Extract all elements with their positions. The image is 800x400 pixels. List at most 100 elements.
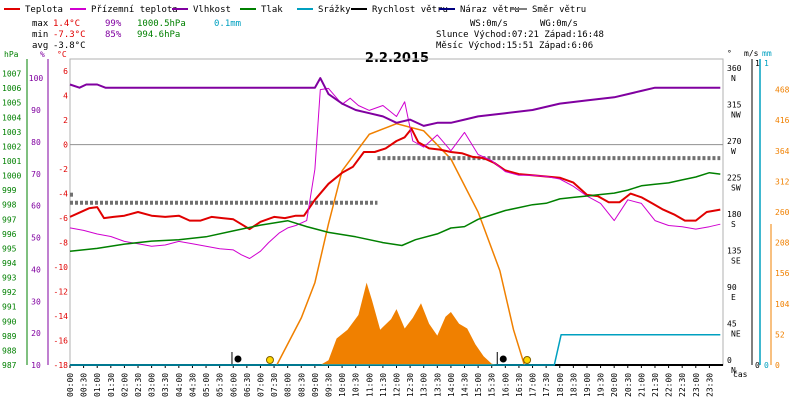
x-tick-label: 16:30: [515, 373, 524, 397]
direction-compass-label: NW: [731, 111, 741, 120]
x-tick-label: 10:30: [352, 373, 361, 397]
solar-tick-label: 416: [775, 116, 790, 125]
direction-compass-label: NE: [731, 330, 741, 339]
temperature-tick-label: -10: [54, 263, 69, 272]
max-label: max: [32, 19, 49, 29]
direction-tick-label: 0: [727, 356, 732, 365]
humidity-tick-label: 50: [31, 234, 41, 243]
x-tick-label: 03:00: [148, 373, 157, 397]
pressure-tick-label: 1004: [2, 113, 21, 122]
wind-speed-readout: WS:0m/s: [470, 19, 508, 29]
series-line: [70, 334, 721, 366]
x-tick-label: 17:00: [529, 373, 538, 397]
pressure-tick-label: 1003: [2, 128, 21, 137]
series-line: [69, 77, 721, 127]
x-tick-label: 19:00: [583, 373, 592, 397]
sun-times: Slunce Východ:07:21 Západ:16:48: [436, 30, 604, 40]
x-tick-label: 08:30: [297, 373, 306, 397]
x-tick-label: 05:00: [202, 373, 211, 397]
direction-compass-label: E: [731, 293, 736, 302]
x-tick-label: 20:00: [610, 373, 619, 397]
legend-label: Tlak: [261, 5, 283, 15]
humidity-tick-label: 30: [31, 297, 41, 306]
x-tick-label: 06:30: [243, 373, 252, 397]
avg-label: avg: [32, 41, 48, 51]
wind-axis-label: m/s: [744, 49, 759, 58]
temperature-tick-label: -12: [54, 288, 69, 297]
x-tick-label: 08:00: [284, 373, 293, 397]
min-label: min: [32, 30, 48, 40]
solar-measured-area: [320, 282, 500, 365]
solar-tick-label: 156: [775, 269, 790, 278]
temperature-tick-label: 6: [63, 67, 68, 76]
direction-tick-label: 225: [727, 174, 742, 183]
x-tick-label: 04:30: [188, 373, 197, 397]
x-tick-label: 00:00: [66, 373, 75, 397]
rain-axis-label: mm: [762, 49, 772, 58]
humidity-axis-label: %: [40, 50, 45, 59]
legend-label: Vlhkost: [193, 5, 231, 15]
pressure-tick-label: 998: [2, 201, 17, 210]
min-humidity: 85%: [105, 30, 122, 40]
x-tick-label: 06:00: [229, 373, 238, 397]
x-tick-label: 12:30: [406, 373, 415, 397]
pressure-tick-label: 1002: [2, 142, 21, 151]
x-axis-label: čas: [733, 369, 748, 379]
direction-compass-label: N: [731, 74, 736, 83]
x-tick-label: 18:00: [556, 373, 565, 397]
pressure-tick-label: 1001: [2, 157, 21, 166]
x-tick-label: 01:30: [107, 373, 116, 397]
temperature-tick-label: -4: [58, 190, 68, 199]
x-tick-label: 19:30: [597, 373, 606, 397]
moon-marker: [234, 355, 242, 363]
pressure-tick-label: 991: [2, 303, 17, 312]
pressure-tick-label: 1006: [2, 84, 21, 93]
legend-label: Přízemní teplota: [91, 5, 178, 15]
x-tick-label: 18:30: [569, 373, 578, 397]
direction-tick-label: 180: [727, 210, 742, 219]
min-temp: -7.3°C: [53, 30, 86, 40]
x-tick-label: 01:00: [93, 373, 102, 397]
x-tick-label: 09:30: [324, 373, 333, 397]
legend-label: Náraz větru: [460, 5, 520, 15]
sun-marker: [523, 356, 532, 364]
direction-tick-label: 135: [727, 247, 742, 256]
max-temp: 1.4°C: [53, 19, 80, 29]
x-tick-label: 13:00: [420, 373, 429, 397]
solar-tick-label: 468: [775, 86, 790, 95]
rain-tick-label: 1: [764, 59, 769, 68]
x-tick-label: 13:30: [433, 373, 442, 397]
x-tick-label: 21:30: [651, 373, 660, 397]
x-tick-label: 17:30: [542, 373, 551, 397]
humidity-tick-label: 20: [31, 329, 41, 338]
temperature-tick-label: -8: [58, 239, 68, 248]
temperature-tick-label: -2: [58, 165, 68, 174]
direction-tick-label: 360: [727, 64, 742, 73]
pressure-tick-label: 1000: [2, 172, 21, 181]
solar-tick-label: 208: [775, 239, 790, 248]
x-tick-label: 21:00: [637, 373, 646, 397]
x-tick-label: 02:30: [134, 373, 143, 397]
max-pressure: 1000.5hPa: [137, 19, 186, 29]
solar-tick-label: 312: [775, 177, 790, 186]
pressure-tick-label: 1007: [2, 70, 21, 79]
solar-tick-label: 260: [775, 208, 790, 217]
x-tick-label: 05:30: [216, 373, 225, 397]
rain-tick-label: 0: [764, 361, 769, 370]
pressure-tick-label: 996: [2, 230, 17, 239]
solar-tick-label: 104: [775, 300, 790, 309]
direction-tick-label: 315: [727, 101, 742, 110]
wind-tick-label: 0: [755, 361, 760, 370]
x-tick-label: 16:00: [501, 373, 510, 397]
x-tick-label: 10:00: [338, 373, 347, 397]
x-tick-label: 22:00: [665, 373, 674, 397]
x-tick-label: 15:30: [488, 373, 497, 397]
humidity-tick-label: 80: [31, 138, 41, 147]
moon-marker: [499, 355, 507, 363]
legend-label: Srážky: [318, 5, 351, 15]
direction-tick-label: 45: [727, 320, 737, 329]
pressure-tick-label: 997: [2, 215, 17, 224]
x-tick-label: 23:00: [692, 373, 701, 397]
pressure-tick-label: 987: [2, 361, 17, 370]
